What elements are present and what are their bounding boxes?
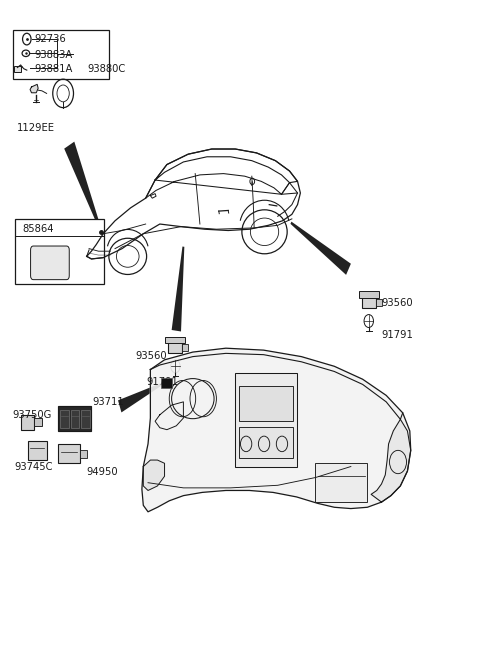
Bar: [34, 418, 42, 426]
Bar: [359, 291, 379, 298]
Bar: [13, 66, 21, 72]
Bar: [235, 373, 297, 466]
Text: 93880C: 93880C: [87, 64, 125, 74]
Text: 92736: 92736: [35, 34, 67, 44]
Bar: [166, 337, 185, 343]
Text: 93883A: 93883A: [35, 50, 73, 60]
Bar: [239, 386, 293, 421]
Bar: [182, 345, 188, 351]
Polygon shape: [64, 141, 102, 231]
Polygon shape: [172, 246, 184, 331]
Bar: [362, 295, 376, 308]
Text: 85864: 85864: [22, 224, 54, 234]
Bar: [59, 444, 80, 463]
Text: 91791: 91791: [147, 377, 179, 387]
Bar: [12, 30, 109, 79]
Bar: [14, 219, 104, 284]
Bar: [81, 409, 90, 428]
Bar: [21, 415, 34, 430]
Bar: [71, 409, 79, 428]
Polygon shape: [142, 348, 411, 512]
Text: 93560: 93560: [135, 351, 167, 361]
Bar: [80, 451, 87, 458]
Text: 91791: 91791: [382, 330, 413, 340]
Polygon shape: [144, 460, 165, 491]
Polygon shape: [290, 221, 351, 275]
Bar: [161, 378, 172, 388]
Text: 94950: 94950: [87, 467, 119, 477]
Bar: [315, 463, 367, 502]
Bar: [376, 299, 382, 305]
Polygon shape: [371, 419, 411, 502]
Bar: [168, 341, 182, 353]
Text: 93750G: 93750G: [12, 410, 52, 420]
FancyBboxPatch shape: [31, 246, 69, 280]
Text: 93711: 93711: [93, 397, 125, 407]
Bar: [60, 409, 69, 428]
Text: 1129EE: 1129EE: [17, 123, 55, 134]
Polygon shape: [118, 383, 162, 413]
Text: 93560: 93560: [382, 298, 413, 308]
Text: 93745C: 93745C: [14, 462, 53, 472]
Bar: [239, 427, 293, 458]
Text: 93881A: 93881A: [35, 64, 73, 74]
Polygon shape: [30, 84, 38, 93]
Bar: [28, 441, 47, 460]
Bar: [59, 406, 91, 431]
